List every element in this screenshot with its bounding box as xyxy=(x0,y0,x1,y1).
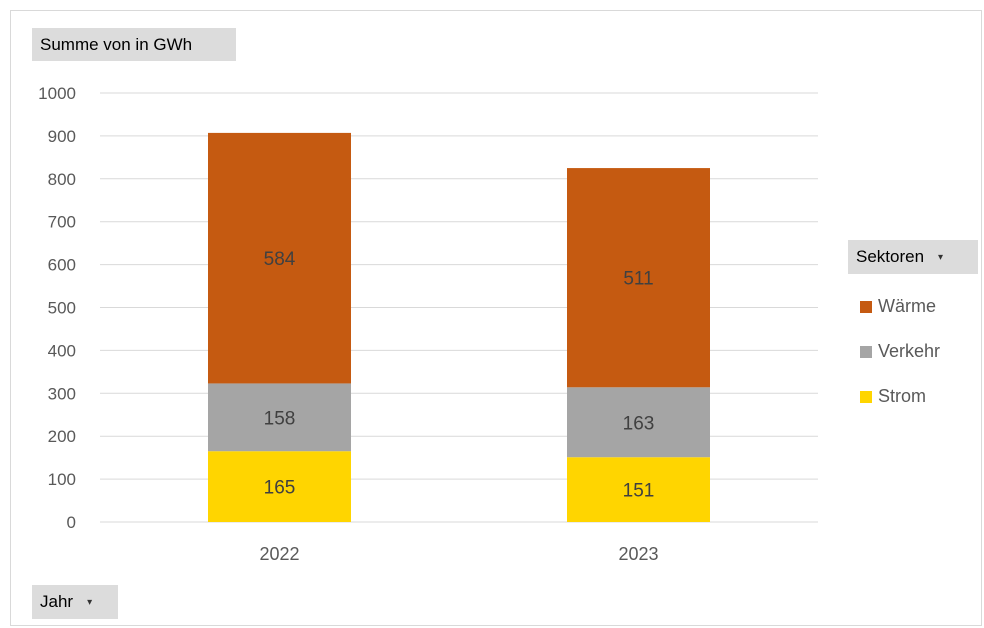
axis-field-button[interactable]: Jahr ▾ xyxy=(32,585,118,619)
legend-label: Verkehr xyxy=(878,341,941,361)
y-tick-label: 100 xyxy=(48,470,76,489)
y-tick-label: 200 xyxy=(48,427,76,446)
legend-field-button[interactable]: Sektoren ▾ xyxy=(848,240,978,274)
y-tick-label: 800 xyxy=(48,170,76,189)
legend-item: Strom xyxy=(860,374,940,419)
legend-field-label: Sektoren xyxy=(856,247,925,266)
data-label: 165 xyxy=(264,478,296,499)
legend-swatch xyxy=(860,300,872,313)
y-tick-label: 900 xyxy=(48,127,76,146)
legend-item: Wärme xyxy=(860,284,940,329)
data-label: 584 xyxy=(264,249,296,270)
bar-segment xyxy=(567,387,710,458)
bar-segment xyxy=(567,168,710,388)
data-label: 158 xyxy=(264,408,296,429)
axis-field-label: Jahr xyxy=(40,592,74,611)
legend-item: Verkehr xyxy=(860,329,940,374)
y-tick-label: 0 xyxy=(67,513,76,532)
value-field-label: Summe von in GWh xyxy=(40,34,193,54)
x-tick-label: 2023 xyxy=(618,544,658,564)
legend-swatch xyxy=(860,345,872,358)
y-tick-label: 400 xyxy=(48,341,76,360)
y-tick-label: 600 xyxy=(48,256,76,275)
bar-segment xyxy=(208,383,351,452)
data-label: 151 xyxy=(623,481,655,502)
legend-swatch xyxy=(860,390,872,403)
chart-frame xyxy=(10,10,982,626)
data-label: 511 xyxy=(623,269,653,290)
y-tick-label: 700 xyxy=(48,213,76,232)
dropdown-arrow-icon: ▾ xyxy=(87,596,93,608)
value-field-button[interactable]: Summe von in GWh xyxy=(32,28,236,61)
legend-label: Strom xyxy=(878,386,927,406)
dropdown-arrow-icon: ▾ xyxy=(938,251,944,263)
y-tick-label: 500 xyxy=(48,299,76,318)
legend: Wärme Verkehr Strom xyxy=(860,284,940,419)
data-label: 163 xyxy=(623,413,655,434)
bar-segment xyxy=(208,132,351,384)
y-tick-label: 300 xyxy=(48,384,76,403)
bar-segment xyxy=(208,451,351,522)
x-tick-label: 2022 xyxy=(259,544,299,564)
bar-segment xyxy=(567,457,710,522)
legend-label: Wärme xyxy=(878,296,936,316)
y-tick-label: 1000 xyxy=(38,84,76,103)
